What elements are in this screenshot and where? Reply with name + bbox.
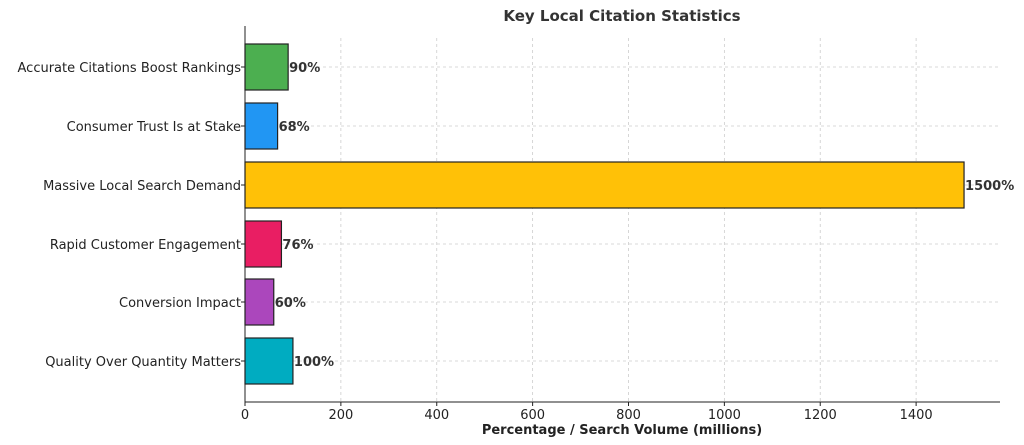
x-tick-label: 200 [328, 408, 353, 423]
bar [244, 337, 294, 385]
category-label: Consumer Trust Is at Stake [67, 120, 241, 135]
x-tick-label: 0 [241, 408, 249, 423]
bar [244, 278, 275, 326]
x-axis-title: Percentage / Search Volume (millions) [482, 423, 762, 438]
category-label: Accurate Citations Boost Rankings [18, 61, 242, 76]
data-label: 90% [289, 61, 320, 76]
axes: 0 200 400 600 800 1000 1200 1400 [241, 26, 1000, 423]
bar [244, 102, 279, 150]
x-tick-label: 800 [616, 408, 641, 423]
x-tick-label: 1400 [900, 408, 933, 423]
data-label: 68% [279, 120, 310, 135]
bars [244, 43, 965, 385]
x-tick-label: 1200 [804, 408, 837, 423]
labels: Accurate Citations Boost Rankings 90% Cons… [18, 61, 1015, 370]
category-label: Quality Over Quantity Matters [45, 355, 241, 370]
chart-title: Key Local Citation Statistics [503, 7, 740, 25]
bar [244, 220, 283, 268]
bar [244, 43, 289, 91]
data-label: 76% [282, 238, 313, 253]
category-label: Rapid Customer Engagement [50, 238, 241, 253]
bar [244, 161, 965, 209]
grid [244, 38, 1000, 402]
x-tick-label: 400 [424, 408, 449, 423]
data-label: 1500% [965, 179, 1014, 194]
x-tick-label: 600 [520, 408, 545, 423]
category-label: Massive Local Search Demand [43, 179, 241, 194]
category-label: Conversion Impact [119, 296, 241, 311]
x-tick-label: 1000 [708, 408, 741, 423]
data-label: 100% [294, 355, 334, 370]
data-label: 60% [275, 296, 306, 311]
